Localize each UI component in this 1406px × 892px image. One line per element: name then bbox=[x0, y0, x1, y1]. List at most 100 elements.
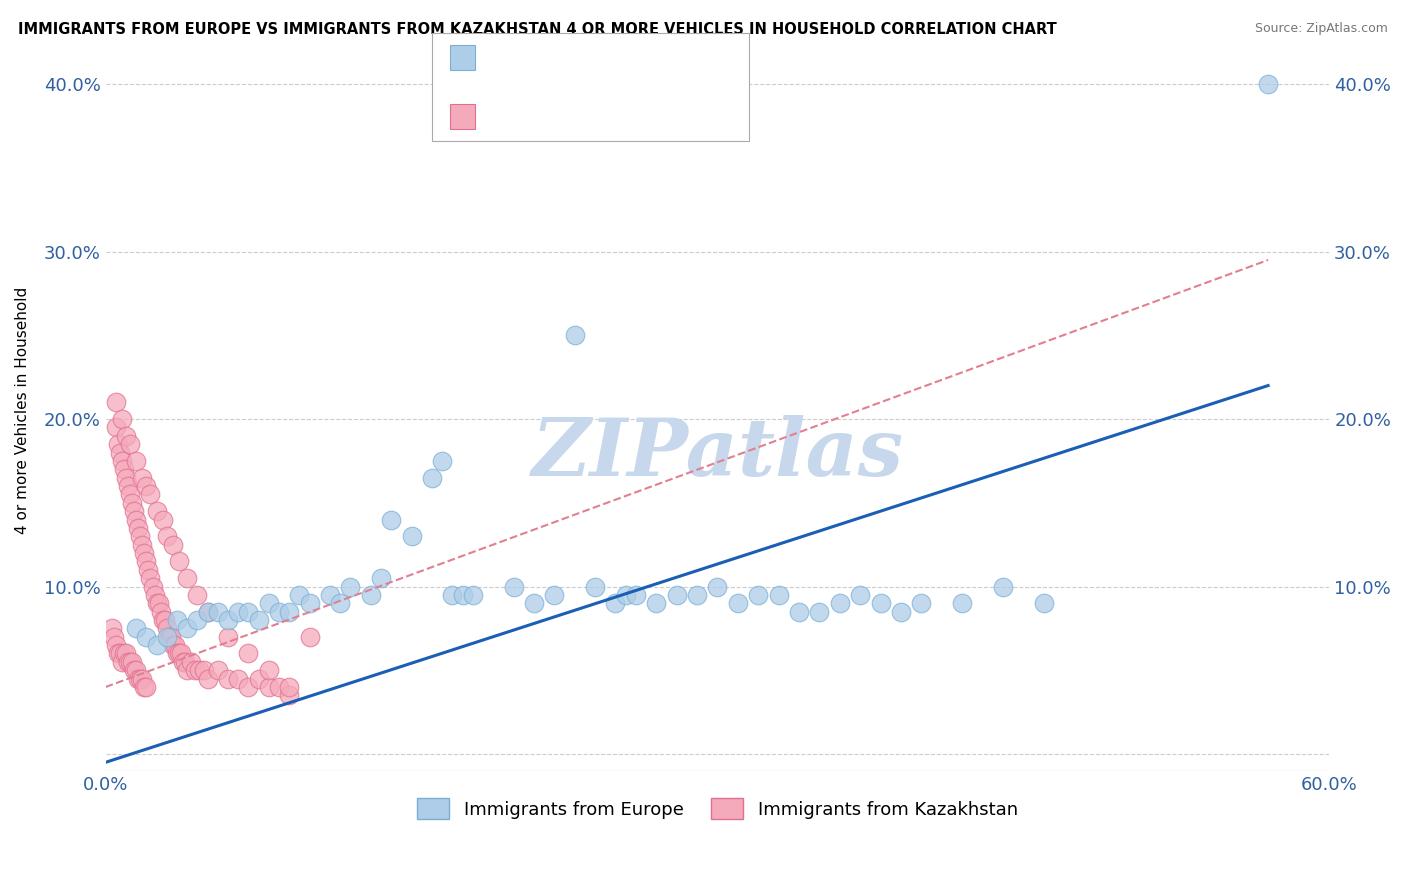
Point bbox=[108, 445, 131, 459]
Point bbox=[451, 588, 474, 602]
Point bbox=[152, 512, 174, 526]
Point bbox=[145, 638, 167, 652]
Point bbox=[120, 437, 142, 451]
Point bbox=[217, 672, 239, 686]
Text: Source: ZipAtlas.com: Source: ZipAtlas.com bbox=[1254, 22, 1388, 36]
Point bbox=[401, 529, 423, 543]
Point bbox=[120, 487, 142, 501]
Point bbox=[370, 571, 392, 585]
Point bbox=[197, 605, 219, 619]
Point bbox=[193, 663, 215, 677]
Point bbox=[129, 672, 152, 686]
Point bbox=[100, 621, 122, 635]
Point bbox=[131, 470, 153, 484]
Point bbox=[217, 630, 239, 644]
Point bbox=[329, 596, 352, 610]
Point bbox=[111, 454, 134, 468]
Point bbox=[247, 613, 270, 627]
Text: R =: R = bbox=[486, 48, 523, 66]
Point bbox=[523, 596, 546, 610]
Point bbox=[111, 412, 134, 426]
Point bbox=[107, 437, 129, 451]
Point bbox=[134, 680, 156, 694]
Point bbox=[166, 613, 188, 627]
Point bbox=[186, 613, 208, 627]
Point bbox=[135, 630, 157, 644]
Point bbox=[125, 512, 148, 526]
Point bbox=[149, 605, 172, 619]
Point bbox=[163, 638, 186, 652]
Point bbox=[502, 580, 524, 594]
Point bbox=[991, 580, 1014, 594]
Point bbox=[430, 454, 453, 468]
Point bbox=[849, 588, 872, 602]
Point bbox=[108, 647, 131, 661]
Point bbox=[1032, 596, 1054, 610]
Point bbox=[127, 672, 149, 686]
Point bbox=[135, 680, 157, 694]
Point bbox=[298, 596, 321, 610]
Text: R =: R = bbox=[486, 108, 523, 126]
Point bbox=[420, 470, 443, 484]
Point bbox=[145, 596, 167, 610]
Text: N =: N = bbox=[578, 48, 626, 66]
Point bbox=[156, 630, 179, 644]
Point bbox=[125, 454, 148, 468]
Point bbox=[267, 680, 290, 694]
Point bbox=[125, 663, 148, 677]
Point bbox=[138, 563, 160, 577]
Point bbox=[267, 605, 290, 619]
Point bbox=[104, 638, 127, 652]
Point bbox=[135, 554, 157, 568]
Point bbox=[747, 588, 769, 602]
Point bbox=[112, 647, 135, 661]
Point bbox=[605, 596, 627, 610]
Point bbox=[176, 621, 198, 635]
Point bbox=[117, 479, 139, 493]
Point bbox=[127, 521, 149, 535]
Point bbox=[257, 596, 280, 610]
Point bbox=[278, 605, 301, 619]
Point bbox=[184, 663, 207, 677]
Point bbox=[238, 680, 260, 694]
Point bbox=[156, 621, 179, 635]
Point bbox=[162, 538, 184, 552]
Point bbox=[107, 647, 129, 661]
Point bbox=[910, 596, 932, 610]
Text: 88: 88 bbox=[613, 108, 636, 126]
Point bbox=[665, 588, 688, 602]
Point bbox=[131, 672, 153, 686]
Point bbox=[176, 663, 198, 677]
Point bbox=[141, 580, 163, 594]
Point bbox=[319, 588, 342, 602]
Point bbox=[441, 588, 464, 602]
Text: N =: N = bbox=[578, 108, 626, 126]
Point bbox=[152, 613, 174, 627]
Point bbox=[120, 655, 142, 669]
Point bbox=[543, 588, 565, 602]
Point bbox=[278, 680, 301, 694]
Point bbox=[125, 621, 148, 635]
Point bbox=[217, 613, 239, 627]
Point bbox=[172, 655, 194, 669]
Point bbox=[207, 663, 229, 677]
Point bbox=[787, 605, 810, 619]
Point bbox=[104, 420, 127, 434]
Point bbox=[162, 638, 184, 652]
Point bbox=[186, 588, 208, 602]
Point bbox=[869, 596, 891, 610]
Point bbox=[157, 630, 180, 644]
Point bbox=[131, 538, 153, 552]
Point bbox=[135, 479, 157, 493]
Point bbox=[380, 512, 402, 526]
Point bbox=[167, 554, 190, 568]
Text: 0.521: 0.521 bbox=[526, 48, 578, 66]
Legend: Immigrants from Europe, Immigrants from Kazakhstan: Immigrants from Europe, Immigrants from … bbox=[409, 791, 1025, 827]
Point bbox=[298, 630, 321, 644]
Point bbox=[112, 462, 135, 476]
Point bbox=[360, 588, 382, 602]
Point bbox=[238, 605, 260, 619]
Point bbox=[111, 655, 134, 669]
Point bbox=[121, 655, 143, 669]
Point bbox=[115, 470, 138, 484]
